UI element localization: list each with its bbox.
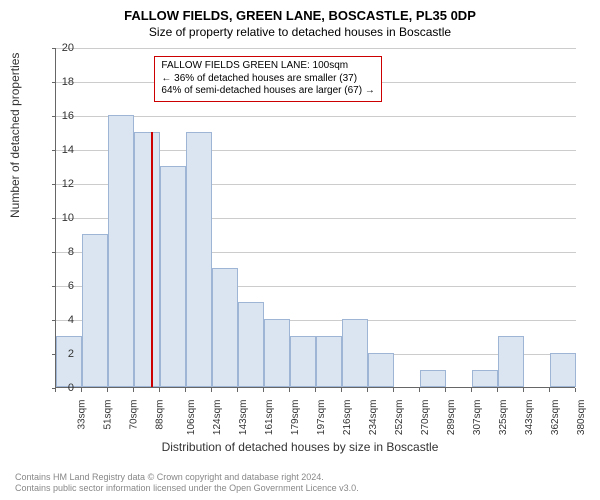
- xtick-label: 143sqm: [238, 400, 249, 436]
- xtick-label: 106sqm: [186, 400, 197, 436]
- chart-title: FALLOW FIELDS, GREEN LANE, BOSCASTLE, PL…: [0, 0, 600, 23]
- xtick-mark: [341, 388, 342, 392]
- xtick-mark: [549, 388, 550, 392]
- xtick-label: 234sqm: [368, 400, 379, 436]
- xtick-label: 362sqm: [550, 400, 561, 436]
- xtick-label: 70sqm: [129, 400, 140, 430]
- xtick-mark: [289, 388, 290, 392]
- histogram-bar: [82, 234, 108, 387]
- footer-line-2: Contains public sector information licen…: [15, 483, 359, 494]
- xtick-label: 307sqm: [472, 400, 483, 436]
- histogram-bar: [550, 353, 576, 387]
- histogram-bar: [498, 336, 524, 387]
- marker-line: [151, 132, 153, 387]
- chart-container: FALLOW FIELDS, GREEN LANE, BOSCASTLE, PL…: [0, 0, 600, 500]
- ytick-mark: [52, 252, 56, 253]
- histogram-bar: [342, 319, 368, 387]
- xtick-mark: [497, 388, 498, 392]
- ytick-label: 12: [62, 178, 74, 190]
- ytick-label: 14: [62, 144, 74, 156]
- xtick-label: 51sqm: [103, 400, 114, 430]
- xtick-mark: [471, 388, 472, 392]
- xtick-mark: [81, 388, 82, 392]
- histogram-bar: [134, 132, 160, 387]
- annotation-line-2: ← 36% of detached houses are smaller (37…: [161, 73, 374, 86]
- xtick-mark: [419, 388, 420, 392]
- ytick-mark: [52, 48, 56, 49]
- gridline: [56, 48, 576, 49]
- ytick-mark: [52, 218, 56, 219]
- xtick-label: 325sqm: [498, 400, 509, 436]
- xtick-label: 380sqm: [576, 400, 587, 436]
- histogram-bar: [160, 166, 186, 387]
- xtick-mark: [55, 388, 56, 392]
- xtick-label: 289sqm: [446, 400, 457, 436]
- xtick-label: 270sqm: [420, 400, 431, 436]
- ytick-mark: [52, 82, 56, 83]
- xtick-mark: [445, 388, 446, 392]
- histogram-bar: [290, 336, 316, 387]
- histogram-bar: [368, 353, 394, 387]
- chart-subtitle: Size of property relative to detached ho…: [0, 23, 600, 39]
- xtick-label: 216sqm: [342, 400, 353, 436]
- xtick-label: 179sqm: [290, 400, 301, 436]
- ytick-label: 8: [68, 246, 74, 258]
- histogram-bar: [238, 302, 264, 387]
- gridline: [56, 116, 576, 117]
- annotation-line-1: FALLOW FIELDS GREEN LANE: 100sqm: [161, 60, 374, 73]
- xtick-mark: [133, 388, 134, 392]
- ytick-mark: [52, 320, 56, 321]
- y-axis-label: Number of detached properties: [8, 53, 22, 218]
- histogram-bar: [420, 370, 446, 387]
- xtick-mark: [315, 388, 316, 392]
- xtick-mark: [367, 388, 368, 392]
- ytick-mark: [52, 286, 56, 287]
- footer-line-1: Contains HM Land Registry data © Crown c…: [15, 472, 359, 483]
- ytick-label: 0: [68, 382, 74, 394]
- histogram-bar: [472, 370, 498, 387]
- xtick-mark: [263, 388, 264, 392]
- xtick-label: 197sqm: [316, 400, 327, 436]
- histogram-bar: [56, 336, 82, 387]
- annotation-box: FALLOW FIELDS GREEN LANE: 100sqm ← 36% o…: [154, 56, 381, 102]
- xtick-mark: [185, 388, 186, 392]
- ytick-label: 2: [68, 348, 74, 360]
- xtick-label: 88sqm: [155, 400, 166, 430]
- histogram-bar: [108, 115, 134, 387]
- ytick-mark: [52, 184, 56, 185]
- xtick-mark: [159, 388, 160, 392]
- histogram-bar: [186, 132, 212, 387]
- xtick-mark: [107, 388, 108, 392]
- ytick-label: 18: [62, 76, 74, 88]
- xtick-label: 343sqm: [524, 400, 535, 436]
- xtick-mark: [237, 388, 238, 392]
- xtick-mark: [211, 388, 212, 392]
- annotation-line-3: 64% of semi-detached houses are larger (…: [161, 85, 374, 98]
- xtick-label: 33sqm: [77, 400, 88, 430]
- ytick-label: 16: [62, 110, 74, 122]
- ytick-mark: [52, 116, 56, 117]
- plot-area: FALLOW FIELDS GREEN LANE: 100sqm ← 36% o…: [55, 48, 575, 388]
- ytick-label: 10: [62, 212, 74, 224]
- xtick-label: 252sqm: [394, 400, 405, 436]
- ytick-label: 4: [68, 314, 74, 326]
- footer: Contains HM Land Registry data © Crown c…: [15, 472, 359, 495]
- histogram-bar: [316, 336, 342, 387]
- histogram-bar: [212, 268, 238, 387]
- x-axis-label: Distribution of detached houses by size …: [0, 440, 600, 454]
- ytick-label: 6: [68, 280, 74, 292]
- xtick-label: 124sqm: [212, 400, 223, 436]
- xtick-mark: [575, 388, 576, 392]
- ytick-mark: [52, 150, 56, 151]
- histogram-bar: [264, 319, 290, 387]
- xtick-mark: [523, 388, 524, 392]
- xtick-label: 161sqm: [264, 400, 275, 436]
- xtick-mark: [393, 388, 394, 392]
- ytick-label: 20: [62, 42, 74, 54]
